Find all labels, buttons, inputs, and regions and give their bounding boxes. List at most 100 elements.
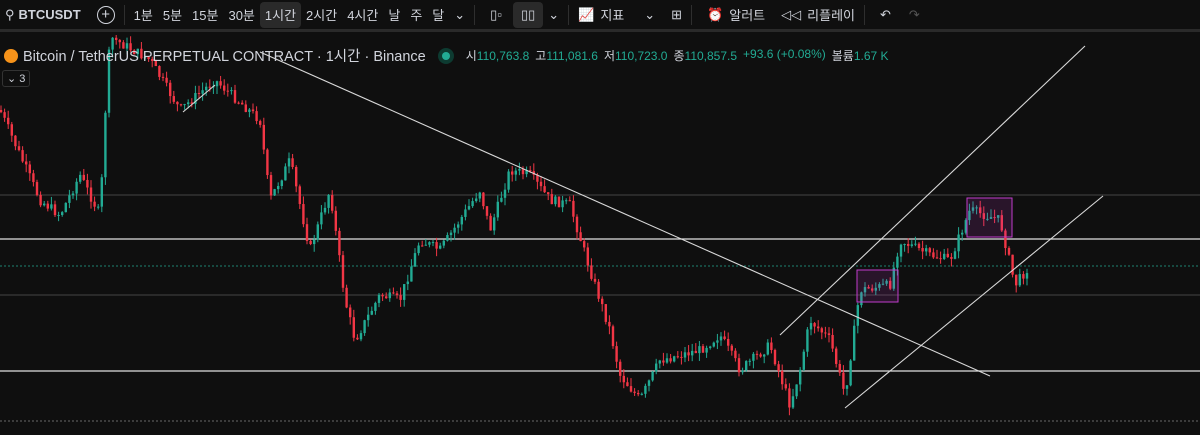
chevron-down-icon: ⌄ — [548, 6, 560, 22]
chart-type-dropdown[interactable]: ⌄ — [543, 2, 564, 28]
candle-body — [845, 385, 849, 389]
candle-body — [705, 347, 708, 353]
bars-icon: ▯▫ — [490, 6, 502, 22]
interval-6[interactable]: 4시간 — [347, 8, 379, 23]
candle-body — [230, 90, 233, 92]
redo-button[interactable]: ↷ — [904, 2, 925, 28]
candle-body — [334, 210, 337, 231]
candle-body — [287, 158, 291, 167]
volume-label: 볼륨 — [831, 49, 854, 63]
candle-body — [46, 203, 49, 209]
undo-button[interactable]: ↶ — [875, 2, 896, 28]
candle-body — [201, 90, 204, 94]
candle-body — [50, 204, 53, 209]
candle-body — [838, 363, 841, 373]
candle-body — [777, 364, 780, 371]
interval-3[interactable]: 30분 — [228, 8, 255, 23]
alert-button[interactable]: ⏰ 알러트 — [702, 2, 770, 28]
plus-circle-icon: + — [96, 5, 115, 24]
interval-4[interactable]: 1시간 — [259, 1, 302, 28]
symbol-search[interactable]: ⚲ BTCUSDT — [0, 2, 86, 28]
candle-body — [961, 232, 964, 235]
candle-body — [734, 350, 737, 359]
candle-body — [266, 149, 269, 176]
candle-body — [356, 337, 359, 340]
candle-body — [629, 386, 633, 392]
candle-body — [482, 192, 485, 207]
compare-button[interactable]: + — [92, 2, 120, 28]
price-chart[interactable] — [0, 35, 1200, 435]
candle-body — [89, 187, 93, 202]
candle-body — [53, 204, 57, 216]
candle-body — [367, 314, 370, 321]
candle-body — [727, 339, 730, 346]
candle-body — [518, 169, 521, 171]
replay-button[interactable]: ◁◁ 리플레이 — [776, 2, 860, 28]
interval-1[interactable]: 5분 — [162, 8, 183, 23]
candle-body — [989, 217, 993, 219]
interval-8[interactable]: 주 — [410, 8, 423, 23]
indicator-count: 3 — [19, 73, 26, 85]
candle-body — [835, 348, 838, 364]
candle-body — [719, 336, 723, 341]
candle-body — [395, 293, 399, 296]
candle-body — [500, 197, 503, 202]
candle-body — [10, 124, 13, 136]
candle-body — [935, 257, 939, 259]
collapse-indicators-button[interactable]: ⌄ 3 — [2, 70, 31, 87]
interval-9[interactable]: 달 — [432, 8, 445, 23]
candle-body — [3, 112, 6, 118]
candle-body — [1015, 274, 1018, 286]
candle-body — [975, 207, 978, 209]
candle-body — [579, 232, 582, 242]
candle-body — [374, 302, 377, 311]
candle-body — [957, 234, 960, 252]
candle-body — [694, 350, 697, 354]
candle-style-button[interactable]: ▯▯ — [512, 1, 544, 28]
candle-body — [413, 253, 417, 267]
candle-body — [205, 86, 208, 91]
interval-2[interactable]: 15분 — [192, 8, 219, 23]
candle-body — [93, 201, 96, 207]
candle-body — [619, 361, 622, 376]
interval-0[interactable]: 1분 — [133, 8, 153, 23]
candle-body — [662, 360, 665, 363]
candle-body — [273, 189, 276, 196]
market-status-icon — [441, 51, 450, 60]
candle-body — [737, 358, 741, 373]
candle-body — [658, 360, 661, 364]
indicators-dropdown[interactable]: ⌄ — [639, 2, 660, 28]
candle-body — [363, 320, 366, 334]
candle-body — [32, 173, 35, 183]
candle-body — [691, 350, 694, 356]
candle-body — [964, 220, 967, 233]
candle-body — [881, 283, 885, 285]
rewind-icon: ◁◁ — [781, 6, 802, 22]
candle-body — [820, 328, 823, 333]
layouts-button[interactable]: ⊞ — [666, 2, 687, 28]
candle-body — [590, 265, 593, 279]
candle-body — [554, 196, 557, 205]
grid-icon: ⊞ — [671, 6, 683, 22]
candle-body — [431, 242, 435, 244]
candle-body — [233, 90, 237, 103]
candle-body — [611, 326, 615, 347]
candle-body — [129, 43, 132, 51]
candle-body — [313, 239, 316, 245]
chevron-down-icon: ⌄ — [644, 6, 656, 22]
candle-body — [71, 193, 75, 196]
candle-body — [219, 81, 222, 86]
candle-body — [953, 251, 957, 259]
bar-style-button[interactable]: ▯▫ — [485, 2, 507, 28]
candle-body — [917, 243, 921, 249]
candle-body — [680, 356, 683, 358]
candle-body — [809, 323, 813, 330]
candle-body — [241, 102, 244, 105]
indicators-button[interactable]: 📈 지표 — [573, 2, 629, 28]
interval-7[interactable]: 날 — [388, 8, 401, 23]
candle-body — [521, 169, 525, 175]
divider — [568, 4, 570, 25]
interval-dropdown[interactable]: ⌄ — [449, 2, 470, 28]
candle-body — [536, 174, 539, 182]
interval-5[interactable]: 2시간 — [306, 8, 338, 23]
